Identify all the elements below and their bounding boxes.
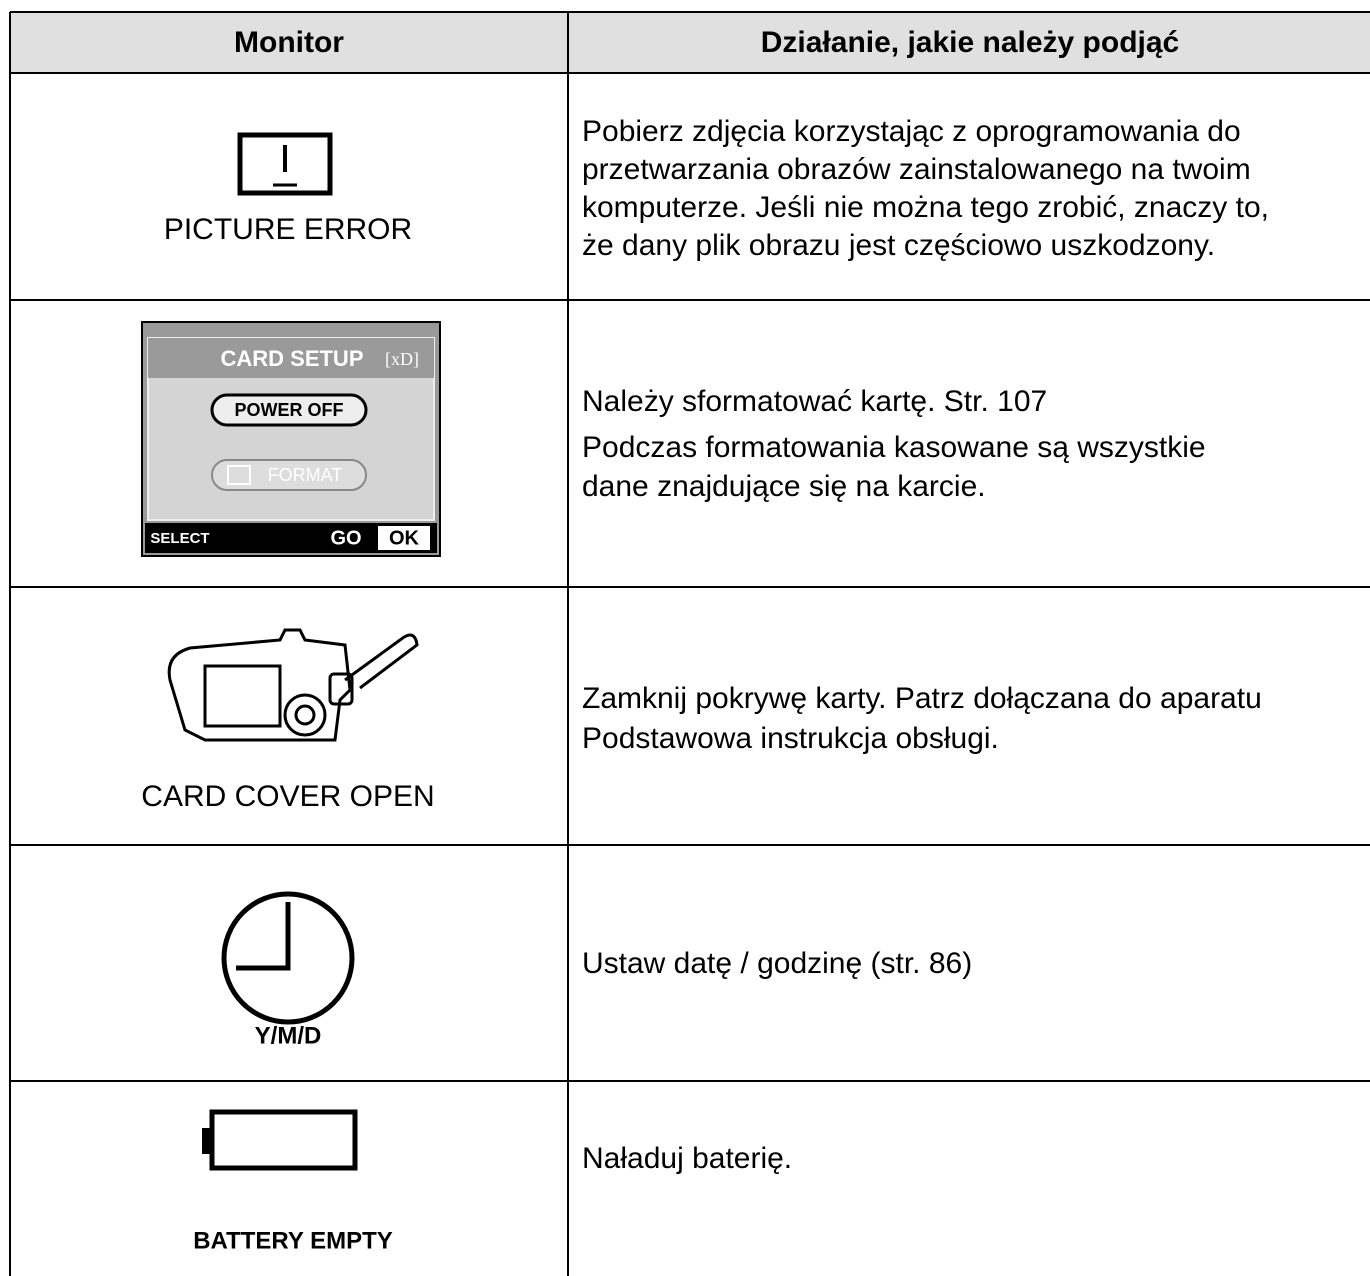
battery-icon bbox=[202, 1109, 358, 1171]
action-text: przetwarzania obrazów zainstalowanego na… bbox=[582, 153, 1251, 186]
action-text: Podstawowa instrukcja obsługi. bbox=[582, 722, 999, 755]
monitor-label: BATTERY EMPTY bbox=[193, 1227, 393, 1254]
camera-icon bbox=[167, 628, 419, 742]
action-text: że dany plik obrazu jest częściowo uszko… bbox=[582, 229, 1215, 262]
monitor-label: Y/M/D bbox=[255, 1022, 322, 1049]
action-text: Podczas formatowania kasowane są wszystk… bbox=[582, 431, 1206, 464]
action-text: Należy sformatować kartę. Str. 107 bbox=[582, 385, 1047, 418]
action-text: Zamknij pokrywę karty. Patrz dołączana d… bbox=[582, 682, 1262, 715]
header-cell: Monitor bbox=[234, 26, 344, 59]
screen-select: SELECT bbox=[150, 530, 209, 547]
screen-go: GO bbox=[330, 527, 361, 549]
clock-icon bbox=[221, 891, 355, 1025]
warning-icon bbox=[237, 132, 333, 196]
monitor-label: PICTURE ERROR bbox=[164, 213, 412, 246]
screen-title: CARD SETUP bbox=[220, 346, 363, 371]
grid bbox=[9, 11, 1370, 1276]
screen-option: POWER OFF bbox=[235, 400, 344, 420]
header-bg bbox=[10, 12, 1370, 73]
card-setup-screen bbox=[141, 321, 441, 557]
screen-media: [xD] bbox=[385, 349, 419, 369]
action-text: komputerze. Jeśli nie można tego zrobić,… bbox=[582, 191, 1269, 224]
screen-option: FORMAT bbox=[268, 465, 343, 485]
screen-ok: OK bbox=[389, 527, 420, 549]
action-text: Naładuj baterię. bbox=[582, 1142, 792, 1175]
monitor-label: CARD COVER OPEN bbox=[141, 780, 434, 813]
action-text: dane znajdujące się na karcie. bbox=[582, 470, 986, 503]
action-text: Ustaw datę / godzinę (str. 86) bbox=[582, 947, 972, 980]
header-cell: Działanie, jakie należy podjąć bbox=[761, 26, 1180, 59]
action-text: Pobierz zdjęcia korzystając z oprogramow… bbox=[582, 115, 1241, 148]
